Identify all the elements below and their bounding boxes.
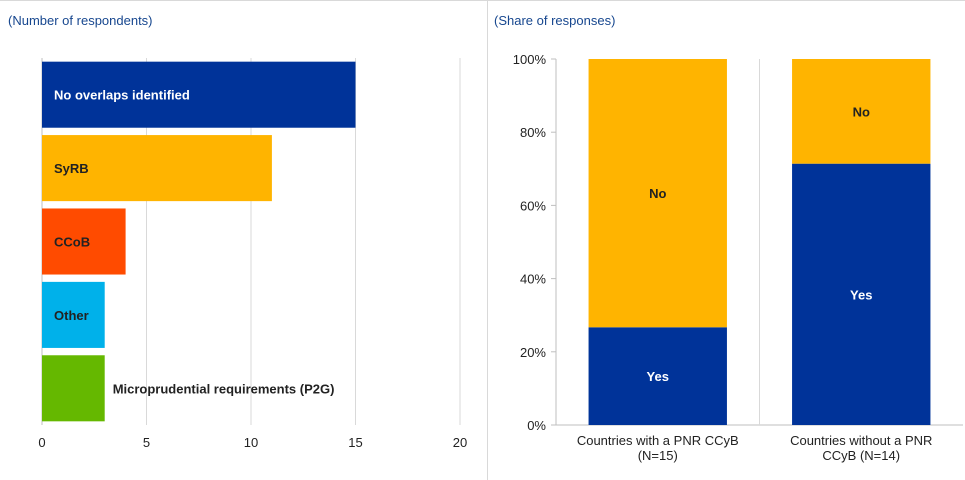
- y-tick-label-1: 20%: [520, 345, 546, 360]
- bar-label-3: Other: [54, 308, 89, 323]
- left-chart: 0 5 10 15 20 No overlaps identified SyRB CCoB Ot…: [38, 58, 467, 450]
- segment-label-0-no: No: [649, 186, 666, 201]
- y-tick-label-5: 100%: [513, 52, 547, 67]
- right-chart-subtitle: (Share of responses): [494, 13, 616, 28]
- segment-label-0-yes: Yes: [647, 369, 669, 384]
- segment-label-1-yes: Yes: [850, 287, 872, 302]
- x-category-label-0-line-0: Countries with a PNR CCyB: [577, 433, 739, 448]
- y-tick-label-4: 80%: [520, 125, 546, 140]
- bar-2: [42, 208, 126, 275]
- x-category-label-1-line-1: CCyB (N=14): [822, 448, 900, 463]
- x-tick-label-1: 5: [143, 435, 150, 450]
- panel-divider: [487, 0, 488, 480]
- segment-label-1-no: No: [853, 104, 870, 119]
- bar-1: [42, 135, 272, 202]
- x-tick-label-2: 10: [244, 435, 258, 450]
- bar-label-0: No overlaps identified: [54, 88, 190, 103]
- x-tick-label-0: 0: [38, 435, 45, 450]
- x-category-label-0-line-1: (N=15): [638, 448, 678, 463]
- y-tick-label-2: 40%: [520, 272, 546, 287]
- top-border: [0, 0, 965, 1]
- x-tick-label-4: 20: [453, 435, 467, 450]
- bar-0-no: [588, 59, 727, 328]
- bar-1-no: [792, 59, 931, 164]
- bar-3: [42, 281, 105, 348]
- y-tick-label-3: 60%: [520, 198, 546, 213]
- bar-4: [42, 355, 105, 422]
- bar-1-yes: [792, 163, 931, 425]
- right-chart: 0% 20% 40% 60% 80% 100% Yes No Countries with a …: [513, 52, 963, 463]
- x-tick-label-3: 15: [348, 435, 362, 450]
- y-tick-label-0: 0%: [527, 418, 546, 433]
- bar-label-2: CCoB: [54, 235, 90, 250]
- bar-0-yes: [588, 327, 727, 425]
- x-category-label-1-line-0: Countries without a PNR: [790, 433, 932, 448]
- bar-label-1: SyRB: [54, 161, 89, 176]
- bar-0: [42, 61, 356, 128]
- bar-label-4: Microprudential requirements (P2G): [113, 381, 335, 396]
- left-chart-subtitle: (Number of respondents): [8, 13, 153, 28]
